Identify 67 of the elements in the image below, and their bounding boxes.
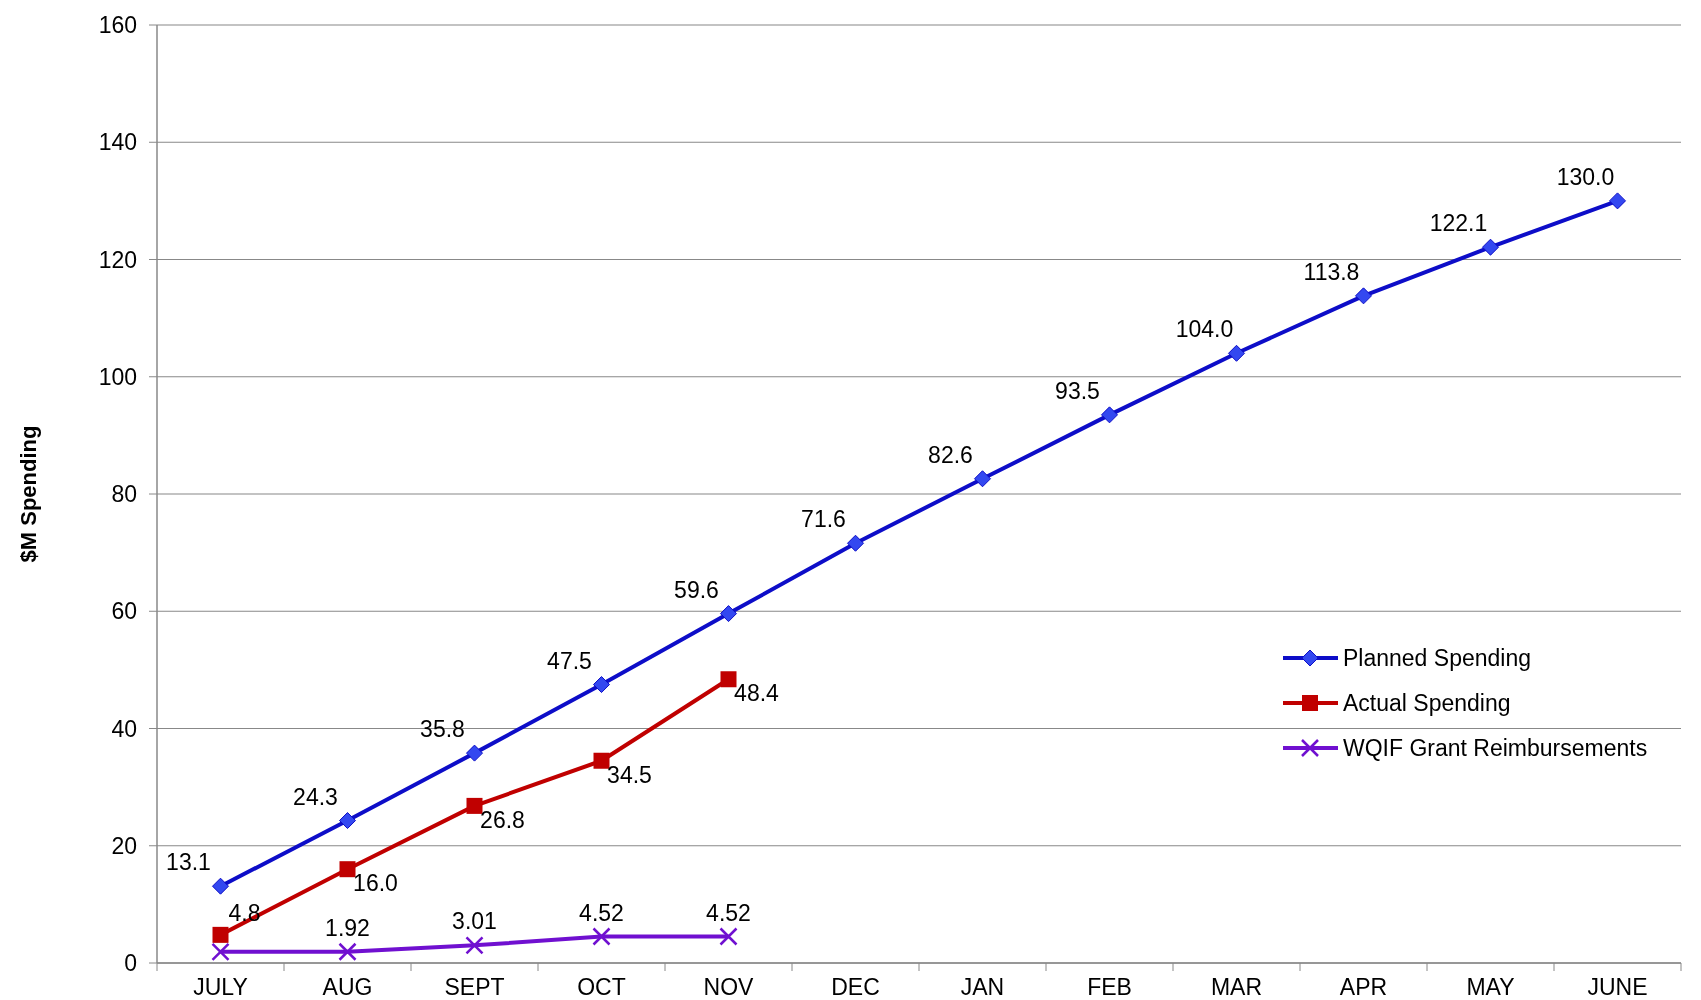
y-tick-label: 40 — [111, 715, 137, 742]
y-tick-label: 0 — [124, 950, 137, 976]
data-label: 59.6 — [674, 576, 719, 603]
point — [1609, 192, 1626, 210]
point — [593, 676, 610, 694]
data-label: 4.8 — [228, 899, 261, 926]
x-tick-label: JAN — [960, 974, 1005, 1000]
point — [211, 942, 230, 962]
x-tick-label: MAY — [1466, 974, 1515, 1000]
point — [847, 534, 864, 552]
y-tick-label: 140 — [98, 129, 137, 156]
point — [1482, 238, 1499, 256]
x-tick-label: FEB — [1087, 974, 1132, 1000]
x-tick-label: JUNE — [1587, 974, 1648, 1000]
point — [212, 926, 229, 943]
point — [719, 927, 738, 946]
data-label: 16.0 — [353, 870, 398, 897]
x-tick-label: DEC — [831, 974, 880, 1000]
x-tick-label: APR — [1339, 974, 1388, 1000]
data-label: 35.8 — [420, 716, 465, 743]
point — [466, 797, 483, 814]
data-label: 122.1 — [1429, 210, 1488, 237]
data-label: 71.6 — [801, 506, 846, 533]
point — [339, 861, 356, 878]
x-tick-label: OCT — [577, 974, 626, 1000]
data-label: 82.6 — [928, 441, 973, 468]
y-axis-title: $M Spending — [16, 425, 41, 563]
x-tick-label: NOV — [703, 974, 755, 1000]
data-label: 48.4 — [734, 680, 780, 707]
point — [1355, 287, 1372, 305]
data-label: 47.5 — [547, 647, 592, 674]
point — [338, 942, 357, 961]
legend-label: Planned Spending — [1343, 645, 1531, 671]
point — [465, 936, 484, 955]
x-tick-label: SEPT — [444, 974, 505, 1000]
y-tick-label: 20 — [111, 832, 137, 859]
y-tick-label: 100 — [98, 363, 137, 390]
data-label: 4.52 — [706, 899, 751, 926]
data-label: 93.5 — [1055, 377, 1100, 404]
point — [339, 812, 356, 830]
point — [212, 877, 229, 895]
data-label: 1.92 — [325, 914, 370, 941]
data-label: 13.1 — [166, 849, 211, 876]
data-label: 113.8 — [1303, 258, 1360, 285]
point — [592, 927, 611, 946]
x-tick-label: MAR — [1210, 974, 1263, 1000]
data-label: 4.52 — [579, 899, 624, 926]
point — [466, 744, 483, 762]
data-label: 34.5 — [607, 761, 652, 788]
legend-label: Actual Spending — [1343, 690, 1511, 716]
y-tick-label: 80 — [111, 481, 137, 507]
data-label: 24.3 — [293, 783, 338, 810]
point — [1228, 344, 1245, 362]
y-tick-label: 160 — [98, 12, 137, 38]
point — [720, 605, 737, 623]
point — [593, 752, 610, 769]
data-label: 104.0 — [1175, 316, 1234, 343]
legend-label: WQIF Grant Reimbursements — [1343, 735, 1648, 761]
x-tick-label: AUG — [322, 974, 373, 1000]
data-label: 130.0 — [1556, 163, 1615, 190]
data-label: 3.01 — [452, 908, 497, 935]
y-tick-label: 120 — [98, 246, 137, 273]
data-label: 26.8 — [480, 806, 525, 833]
y-tick-label: 60 — [111, 598, 137, 625]
point — [1101, 406, 1118, 424]
x-tick-label: JULY — [193, 974, 248, 1000]
point — [974, 470, 991, 488]
